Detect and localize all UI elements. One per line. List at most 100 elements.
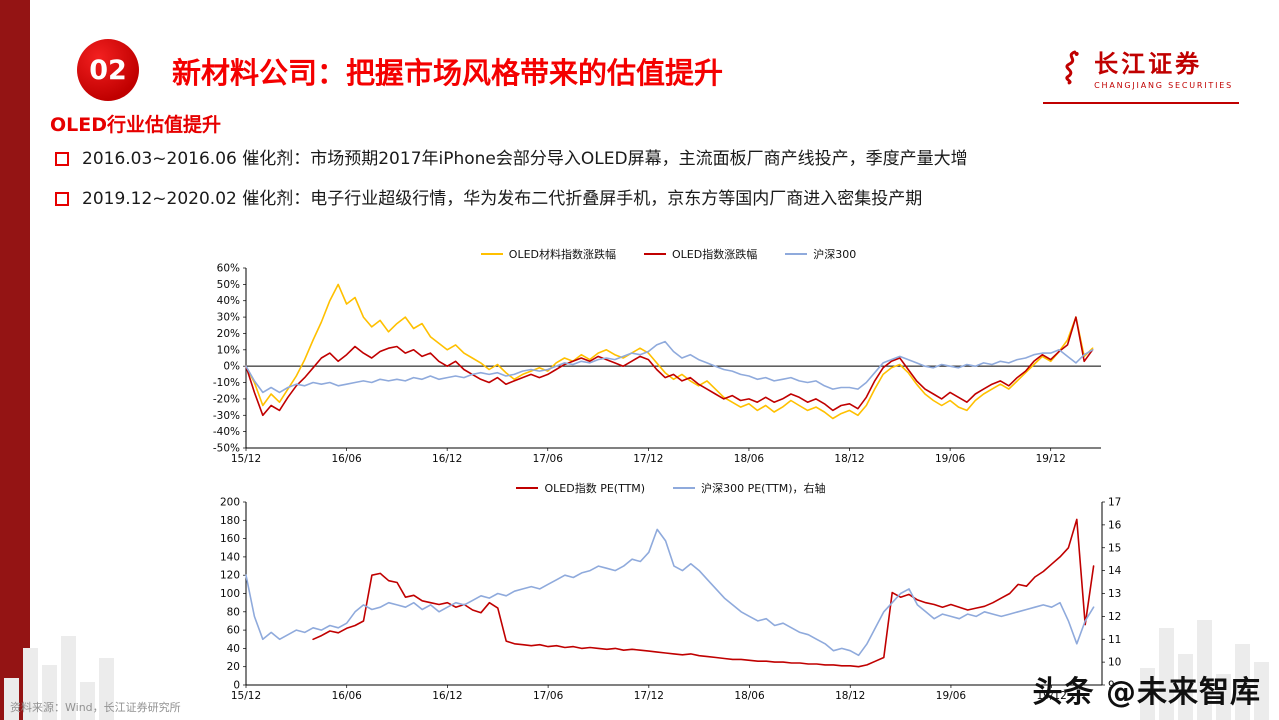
svg-text:-10%: -10% — [213, 377, 240, 389]
svg-text:-20%: -20% — [213, 393, 240, 405]
svg-text:60%: 60% — [217, 263, 240, 275]
legend-label: OLED材料指数涨跌幅 — [508, 248, 616, 261]
square-bullet-icon — [55, 152, 69, 166]
bullet-text: 2019.12~2020.02 催化剂：电子行业超级行情，华为发布二代折叠屏手机… — [82, 188, 923, 209]
svg-text:200: 200 — [220, 497, 240, 509]
svg-text:16/12: 16/12 — [432, 453, 462, 465]
svg-text:12: 12 — [1108, 611, 1121, 623]
svg-text:0: 0 — [233, 680, 240, 692]
page-title: 新材料公司：把握市场风格带来的估值提升 — [172, 56, 724, 90]
returns-chart: OLED材料指数涨跌幅 OLED指数涨跌幅 沪深300 -50% -40% -30% -2… — [196, 246, 1141, 468]
svg-text:16: 16 — [1108, 519, 1122, 531]
building-shape — [61, 636, 76, 720]
legend-label: 沪深300 PE(TTM)，右轴 — [701, 482, 826, 495]
bullet-item: 2016.03~2016.06 催化剂：市场预期2017年iPhone会部分导入… — [55, 148, 1225, 171]
svg-text:17: 17 — [1108, 497, 1121, 509]
brand-subtitle: CHANGJIANG SECURITIES — [1094, 81, 1233, 90]
building-shape — [1235, 644, 1250, 720]
brand-underline — [1043, 102, 1239, 104]
watermark: 头条 @未来智库 — [1032, 675, 1261, 710]
svg-text:15/12: 15/12 — [231, 453, 261, 465]
svg-text:15: 15 — [1108, 542, 1121, 554]
svg-text:19/06: 19/06 — [935, 453, 966, 465]
building-shape — [1140, 668, 1155, 720]
legend-label: OLED指数 PE(TTM) — [544, 482, 646, 495]
building-shape — [1178, 654, 1193, 720]
legend-item: 沪深300 — [785, 246, 856, 262]
svg-text:40%: 40% — [217, 295, 240, 307]
svg-text:9: 9 — [1108, 680, 1115, 692]
legend-label: OLED指数涨跌幅 — [672, 248, 758, 261]
svg-text:180: 180 — [220, 515, 240, 527]
svg-text:17/12: 17/12 — [633, 453, 663, 465]
svg-text:17/06: 17/06 — [533, 453, 564, 465]
chart-legend: OLED指数 PE(TTM) 沪深300 PE(TTM)，右轴 — [196, 480, 1146, 496]
svg-text:10%: 10% — [217, 344, 240, 356]
building-shape — [1197, 620, 1212, 720]
svg-text:19/12: 19/12 — [1037, 690, 1067, 702]
building-shape — [23, 648, 38, 720]
bullet-text: 2016.03~2016.06 催化剂：市场预期2017年iPhone会部分导入… — [82, 149, 968, 169]
svg-text:10: 10 — [1108, 657, 1121, 669]
brand-text: 长江证券 CHANGJIANG SECURITIES — [1094, 44, 1233, 90]
svg-text:60: 60 — [227, 625, 240, 637]
svg-text:18/12: 18/12 — [834, 453, 864, 465]
legend-item: OLED材料指数涨跌幅 — [480, 246, 616, 262]
chart-legend: OLED材料指数涨跌幅 OLED指数涨跌幅 沪深300 — [196, 246, 1141, 262]
legend-item: OLED指数涨跌幅 — [644, 246, 757, 262]
svg-text:11: 11 — [1108, 634, 1121, 646]
svg-text:16/06: 16/06 — [331, 453, 362, 465]
svg-text:20%: 20% — [217, 328, 240, 340]
svg-text:-40%: -40% — [213, 426, 240, 438]
svg-text:16/12: 16/12 — [432, 690, 462, 702]
bullet-list: 2016.03~2016.06 催化剂：市场预期2017年iPhone会部分导入… — [55, 148, 1225, 228]
building-shape — [1159, 628, 1174, 720]
pe-chart: OLED指数 PE(TTM) 沪深300 PE(TTM)，右轴 0 20 40 60 80… — [196, 480, 1146, 705]
dragon-icon — [1065, 50, 1079, 85]
svg-text:13: 13 — [1108, 588, 1121, 600]
brand-name: 长江证券 — [1094, 49, 1203, 78]
svg-text:14: 14 — [1108, 565, 1122, 577]
building-shape — [4, 678, 19, 720]
bullet-item: 2019.12~2020.02 催化剂：电子行业超级行情，华为发布二代折叠屏手机… — [55, 188, 1225, 211]
slide-number: 02 — [89, 54, 127, 86]
left-accent-bar — [0, 0, 30, 720]
svg-text:19/12: 19/12 — [1036, 453, 1066, 465]
legend-swatch — [785, 252, 808, 256]
slide-number-badge: 02 — [77, 39, 139, 101]
svg-text:19/06: 19/06 — [936, 690, 967, 702]
chart-canvas: 0 20 40 60 80 100 120 140 160 180 200 9 10 11 12 13 14 15… — [220, 497, 1122, 703]
legend-swatch — [516, 486, 539, 490]
building-shape — [1216, 674, 1231, 720]
building-shape — [99, 658, 114, 720]
svg-text:80: 80 — [227, 606, 240, 618]
legend-swatch — [644, 252, 666, 256]
square-bullet-icon — [55, 191, 69, 206]
chart-canvas: -50% -40% -30% -20% -10% 0% 10% 20% 30% 40% 50% 60%… — [213, 263, 1101, 465]
svg-text:160: 160 — [220, 533, 240, 545]
brand-logo: 长江证券 CHANGJIANG SECURITIES — [1056, 44, 1233, 90]
svg-text:16/06: 16/06 — [332, 690, 363, 702]
building-shape — [42, 665, 57, 720]
svg-text:18/12: 18/12 — [835, 690, 865, 702]
legend-swatch — [480, 252, 503, 256]
legend-item: OLED指数 PE(TTM) — [516, 480, 645, 496]
building-shape — [1254, 662, 1269, 720]
svg-text:17/12: 17/12 — [634, 690, 664, 702]
svg-text:120: 120 — [220, 570, 240, 582]
source-note: 资料来源：Wind，长江证券研究所 — [10, 701, 181, 714]
svg-text:15/12: 15/12 — [231, 690, 261, 702]
svg-text:17/06: 17/06 — [533, 690, 564, 702]
svg-text:18/06: 18/06 — [734, 453, 765, 465]
svg-text:140: 140 — [220, 551, 240, 563]
svg-text:20: 20 — [227, 661, 240, 673]
svg-text:50%: 50% — [217, 279, 240, 291]
skyline-decoration — [1140, 620, 1269, 720]
svg-text:-30%: -30% — [213, 410, 240, 422]
legend-item: 沪深300 PE(TTM)，右轴 — [673, 480, 826, 496]
section-heading: OLED行业估值提升 — [50, 114, 222, 136]
skyline-decoration — [4, 636, 114, 720]
svg-text:18/06: 18/06 — [734, 690, 765, 702]
svg-text:40: 40 — [227, 643, 240, 655]
